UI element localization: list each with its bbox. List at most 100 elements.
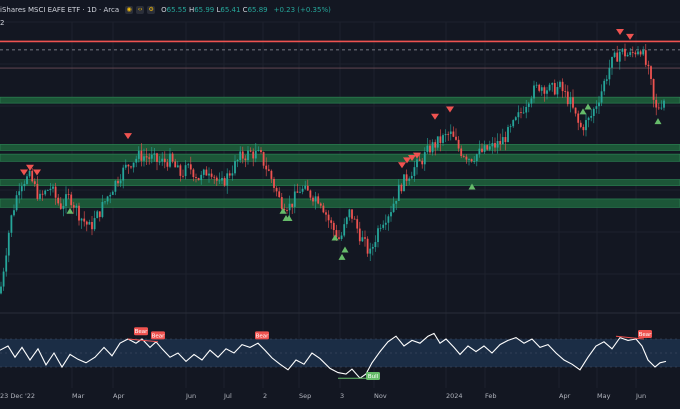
candle-body xyxy=(436,136,439,148)
support-zone xyxy=(0,96,680,104)
gear-icon[interactable]: ⚙ xyxy=(147,6,156,14)
candle-body xyxy=(582,126,585,131)
bear-label-box xyxy=(134,327,148,336)
candle-body xyxy=(374,242,377,247)
candle-body xyxy=(447,133,450,135)
bear-label: Bear xyxy=(152,333,166,339)
candle-body xyxy=(527,103,530,107)
candle-body xyxy=(358,228,361,242)
candle-body xyxy=(2,271,5,287)
candle-body xyxy=(504,137,507,143)
candle-body xyxy=(72,205,75,208)
candle-body xyxy=(124,164,127,168)
bear-signal-triangle xyxy=(20,169,28,176)
candle-body xyxy=(423,152,426,165)
time-axis-label: Jul xyxy=(224,392,232,400)
candle-body xyxy=(158,161,161,163)
candle-body xyxy=(106,196,109,202)
candle-body xyxy=(408,178,411,181)
candle-body xyxy=(400,184,403,192)
bear-label: Bear xyxy=(256,333,270,339)
bull-label-box xyxy=(366,372,380,380)
candle-body xyxy=(483,145,486,152)
candle-body xyxy=(639,51,642,55)
candle-body xyxy=(338,237,340,239)
candle-body xyxy=(171,153,174,162)
candle-body xyxy=(309,190,312,198)
candle-body xyxy=(616,52,619,62)
candle-body xyxy=(234,161,236,174)
candle-body xyxy=(395,200,398,204)
candle-body xyxy=(491,143,494,147)
candle-body xyxy=(553,83,556,95)
candle-body xyxy=(652,78,655,100)
bear-signal-triangle xyxy=(446,106,454,113)
time-axis-label: 3 xyxy=(340,392,345,400)
time-axis-label: 2 xyxy=(263,392,268,400)
candle-body xyxy=(421,160,424,165)
candle-body xyxy=(286,210,288,211)
time-axis-label: 23 Dec '22 xyxy=(0,392,36,400)
candle-body xyxy=(304,185,307,189)
rsi-divergence-line xyxy=(615,335,645,340)
candle-body xyxy=(481,148,483,152)
candle-body xyxy=(327,214,330,221)
candle-body xyxy=(530,98,533,104)
candle-body xyxy=(621,48,624,52)
candle-body xyxy=(236,160,239,162)
code-icon[interactable]: ‹› xyxy=(136,6,145,14)
candle-body xyxy=(161,158,164,162)
candle-body xyxy=(44,190,47,195)
candle-body xyxy=(239,151,242,161)
candle-body xyxy=(166,162,169,167)
bull-signal-triangle xyxy=(579,108,587,115)
symbol-legend: iShares MSCI EAFE ETF · 1D · Arca ◉ ‹› ⚙… xyxy=(0,3,331,17)
candle-body xyxy=(46,190,49,191)
candle-body xyxy=(31,170,34,182)
candle-body xyxy=(296,191,299,193)
close-value: 65.89 xyxy=(247,6,268,14)
candle-body xyxy=(179,165,182,176)
candle-body xyxy=(405,174,408,181)
bear-signal-triangle xyxy=(26,164,34,171)
symbol-title[interactable]: iShares MSCI EAFE ETF · 1D · Arca xyxy=(0,6,120,14)
candle-body xyxy=(111,191,114,195)
candle-body xyxy=(434,142,437,148)
candle-body xyxy=(260,150,262,153)
candle-body xyxy=(650,66,652,79)
time-axis[interactable]: 23 Dec '22 Mar Apr Jun Jul 2 Sep 3 Nov 2024 Feb Apr… xyxy=(0,392,680,406)
candle-body xyxy=(322,205,325,213)
candle-body xyxy=(205,169,208,176)
candle-body xyxy=(512,120,515,127)
candle-body xyxy=(595,106,598,109)
candle-body xyxy=(585,120,587,131)
time-axis-label: Jun xyxy=(186,392,197,400)
candle-body xyxy=(148,157,151,159)
candle-body xyxy=(330,220,333,223)
candle-body xyxy=(135,158,138,163)
candle-body xyxy=(379,227,382,229)
open-key: O xyxy=(161,6,167,14)
candle-body xyxy=(382,224,385,228)
candle-body xyxy=(197,178,200,181)
candle-body xyxy=(130,166,132,168)
candle-body xyxy=(655,99,658,108)
candle-body xyxy=(293,191,296,207)
candle-body xyxy=(455,136,457,140)
bull-label: Bull xyxy=(368,374,379,380)
candle-body xyxy=(413,167,416,176)
eye-icon[interactable]: ◉ xyxy=(125,6,134,14)
candle-body xyxy=(317,196,320,204)
candle-body xyxy=(93,218,96,230)
candle-body xyxy=(169,153,171,167)
candle-body xyxy=(540,87,543,91)
candle-body xyxy=(403,174,405,192)
bear-signal-triangle xyxy=(124,133,132,140)
candle-body xyxy=(150,154,153,159)
candle-body xyxy=(33,181,36,184)
candle-body xyxy=(608,67,611,80)
candle-body xyxy=(390,212,392,217)
candle-body xyxy=(397,184,400,201)
candle-body xyxy=(85,221,88,225)
